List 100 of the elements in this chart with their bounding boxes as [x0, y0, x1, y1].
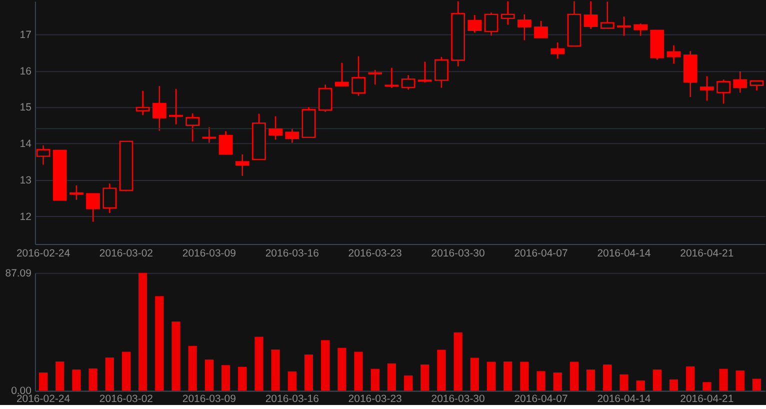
bar	[536, 371, 546, 391]
candlestick	[235, 154, 250, 177]
bar	[404, 375, 413, 391]
y-tick-label: 12	[20, 212, 32, 223]
candlestick	[86, 193, 100, 222]
bar	[520, 362, 529, 391]
candlestick	[169, 88, 183, 125]
x-tick-label: 2016-03-23	[348, 394, 402, 406]
bar	[686, 366, 695, 391]
bar	[238, 366, 247, 391]
bar	[387, 363, 396, 391]
y-tick-label: 16	[20, 66, 32, 78]
candlestick	[700, 76, 714, 102]
candlestick	[434, 56, 448, 89]
bar	[454, 332, 462, 391]
bar	[437, 350, 446, 391]
candlestick	[334, 62, 349, 86]
candlestick	[733, 70, 748, 94]
bar	[38, 372, 48, 391]
candlestick	[418, 61, 432, 84]
bar	[204, 359, 214, 391]
x-tick-label: 2016-03-09	[182, 248, 236, 260]
x-tick-label: 2016-03-30	[431, 394, 485, 406]
bar	[72, 370, 81, 391]
y-tick-label: 13	[20, 175, 32, 186]
candlestick	[285, 128, 300, 144]
bar	[321, 340, 330, 391]
bar	[586, 370, 596, 391]
candlestick	[634, 22, 648, 36]
x-tick-label: 2016-03-02	[99, 248, 154, 260]
candlestick	[36, 144, 50, 166]
bar	[122, 352, 131, 391]
candlestick	[136, 90, 150, 116]
x-tick-label: 2016-04-07	[514, 248, 568, 260]
bar	[752, 378, 762, 391]
candlestick	[218, 130, 233, 156]
x-tick-label: 2016-02-24	[16, 248, 70, 260]
bar	[221, 365, 230, 391]
bar	[370, 368, 380, 391]
bar	[304, 354, 314, 391]
bar	[56, 362, 64, 391]
bar	[620, 374, 628, 391]
bar	[736, 370, 744, 391]
bar	[470, 358, 479, 391]
candlestick	[384, 67, 399, 89]
x-tick-label: 2016-04-07	[514, 394, 568, 406]
candlestick	[152, 85, 166, 132]
bar	[288, 371, 296, 391]
bar	[553, 372, 562, 391]
bar	[652, 370, 662, 391]
candlestick	[318, 84, 332, 113]
y-tick-label: 17	[20, 30, 32, 41]
candlestick	[666, 44, 681, 64]
candlestick	[517, 14, 532, 41]
bar	[254, 336, 264, 391]
candlestick	[550, 42, 565, 60]
bar	[603, 364, 612, 391]
bar	[719, 368, 728, 391]
bar	[155, 296, 164, 391]
y-tick-label: 14	[20, 139, 32, 150]
bar	[354, 352, 363, 391]
x-tick-label: 2016-04-14	[597, 248, 651, 260]
bar	[88, 368, 98, 391]
x-tick-label: 2016-04-21	[680, 248, 734, 260]
bar	[420, 364, 430, 391]
x-tick-label: 2016-03-16	[265, 394, 320, 406]
bar	[271, 349, 280, 391]
bar	[105, 357, 114, 391]
bar	[669, 379, 678, 391]
bar	[504, 362, 512, 391]
candlestick	[368, 69, 382, 86]
x-tick-label: 2016-04-14	[597, 394, 651, 406]
candlestick	[484, 12, 498, 36]
y-tick-label: 87.09	[5, 268, 32, 280]
bar	[138, 272, 148, 391]
candlestick	[352, 56, 366, 97]
bar	[338, 348, 346, 391]
x-tick-label: 2016-03-02	[99, 394, 154, 406]
candlestick	[102, 182, 117, 214]
bar	[702, 382, 712, 391]
bar	[486, 362, 496, 391]
x-tick-label: 2016-03-23	[348, 248, 402, 260]
x-tick-label: 2016-03-09	[182, 394, 236, 406]
candlestick	[468, 14, 482, 34]
x-tick-label: 2016-03-16	[265, 248, 320, 260]
bar	[636, 380, 645, 391]
candlestick	[584, 0, 598, 30]
y-tick-label: 15	[20, 102, 32, 114]
candlestick	[202, 126, 216, 144]
candlestick	[401, 74, 416, 90]
bar	[172, 321, 180, 391]
bar	[570, 362, 579, 391]
candlestick	[716, 78, 730, 104]
candlestick	[268, 116, 282, 140]
x-tick-label: 2016-03-30	[431, 248, 485, 260]
candlestick	[186, 112, 200, 142]
candlestick	[617, 16, 631, 36]
bar	[188, 346, 197, 391]
x-tick-label: 2016-04-21	[680, 394, 734, 406]
candlestick	[534, 20, 548, 38]
